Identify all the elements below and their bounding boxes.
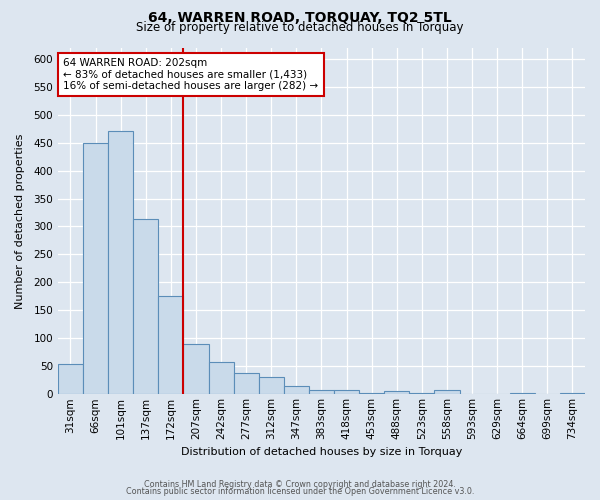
Bar (58, 364, 83, 394)
Text: 64, WARREN ROAD, TORQUAY, TQ2 5TL: 64, WARREN ROAD, TORQUAY, TQ2 5TL (148, 11, 452, 25)
Bar (434, 390, 460, 394)
Text: Contains public sector information licensed under the Open Government Licence v3: Contains public sector information licen… (126, 487, 474, 496)
X-axis label: Distribution of detached houses by size in Torquay: Distribution of detached houses by size … (181, 448, 462, 458)
Bar (284, 386, 309, 394)
Bar (184, 344, 209, 395)
Bar (158, 296, 184, 394)
Text: Size of property relative to detached houses in Torquay: Size of property relative to detached ho… (136, 22, 464, 35)
Bar (309, 390, 334, 394)
Text: 64 WARREN ROAD: 202sqm
← 83% of detached houses are smaller (1,433)
16% of semi-: 64 WARREN ROAD: 202sqm ← 83% of detached… (63, 58, 319, 91)
Bar (560, 393, 585, 394)
Bar (209, 362, 233, 394)
Bar (133, 219, 158, 394)
Bar (359, 392, 384, 394)
Text: Contains HM Land Registry data © Crown copyright and database right 2024.: Contains HM Land Registry data © Crown c… (144, 480, 456, 489)
Bar (108, 132, 133, 394)
Bar (409, 393, 434, 394)
Bar (334, 390, 359, 394)
Y-axis label: Number of detached properties: Number of detached properties (15, 133, 25, 308)
Bar (384, 392, 409, 394)
Bar (83, 142, 108, 394)
Bar (259, 378, 284, 394)
Bar (510, 393, 535, 394)
Bar (233, 373, 259, 394)
